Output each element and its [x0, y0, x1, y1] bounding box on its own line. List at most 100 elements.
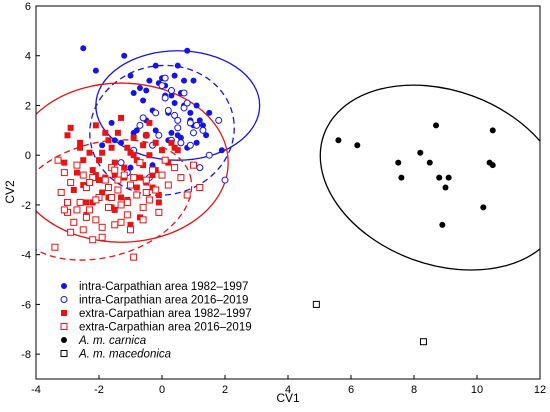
data-point — [199, 126, 207, 134]
x-tick-label: 10 — [471, 384, 483, 396]
data-point — [111, 221, 119, 229]
data-point — [155, 131, 163, 139]
y-tick-label: 0 — [25, 150, 31, 162]
data-point — [186, 119, 194, 127]
data-point — [124, 144, 131, 151]
data-point — [70, 218, 78, 226]
data-point — [127, 221, 134, 228]
y-axis-label: CV2 — [3, 180, 17, 204]
data-point — [82, 213, 90, 221]
x-axis-label: CV1 — [276, 391, 300, 405]
data-point — [152, 139, 159, 146]
data-point — [186, 141, 194, 149]
data-point — [215, 116, 223, 124]
data-point — [199, 122, 206, 129]
data-point — [130, 134, 137, 141]
data-point — [149, 172, 156, 179]
data-point — [130, 174, 138, 182]
data-point — [146, 77, 153, 84]
data-point — [79, 171, 87, 179]
data-point — [184, 47, 191, 54]
data-point — [80, 157, 87, 164]
y-tick-label: 2 — [25, 100, 31, 112]
data-point — [102, 129, 109, 136]
data-point — [159, 147, 165, 154]
y-tick-label: -6 — [21, 299, 31, 311]
data-point — [152, 109, 160, 117]
data-point — [433, 122, 440, 129]
data-point — [98, 233, 106, 241]
y-axis: -8 -6 -4 -2 0 2 4 6 — [21, 1, 40, 361]
data-point — [101, 176, 109, 184]
data-point — [80, 45, 87, 52]
data-point — [143, 87, 150, 94]
data-point — [67, 228, 75, 236]
data-point — [89, 167, 96, 174]
data-point — [171, 164, 179, 172]
data-point — [190, 129, 197, 137]
legend-label: A. m. macedonica — [78, 349, 171, 361]
data-point — [133, 191, 141, 199]
data-point — [127, 226, 134, 234]
data-point — [123, 198, 131, 206]
legend: intra-Carpathian area 1982–1997 intra-Car… — [60, 281, 252, 361]
data-point — [136, 159, 144, 167]
data-point — [120, 171, 128, 179]
data-point — [117, 201, 125, 209]
data-point — [60, 206, 68, 214]
data-point — [174, 62, 181, 69]
data-point — [174, 132, 181, 139]
data-point — [177, 174, 185, 182]
data-point — [146, 119, 153, 126]
data-points — [51, 45, 496, 346]
data-point — [130, 253, 138, 261]
data-point — [111, 159, 118, 166]
data-point — [86, 149, 93, 156]
data-point — [312, 300, 320, 308]
legend-label: extra-Carpathian area 2016–2019 — [79, 322, 252, 334]
data-point — [133, 184, 140, 191]
data-point — [139, 203, 147, 211]
data-point — [142, 176, 150, 184]
data-point — [77, 144, 84, 151]
data-point — [123, 211, 131, 219]
data-point — [196, 184, 204, 192]
legend-marker — [61, 310, 67, 316]
data-point — [489, 162, 496, 169]
data-point — [108, 119, 115, 126]
data-point — [183, 191, 191, 199]
data-point — [139, 114, 147, 122]
data-point — [61, 159, 68, 166]
data-point — [139, 216, 147, 224]
data-point — [149, 166, 157, 174]
data-point — [136, 85, 143, 92]
data-point — [54, 156, 62, 164]
data-point — [203, 132, 210, 139]
data-point — [51, 243, 59, 251]
data-point — [114, 186, 122, 194]
data-point — [398, 174, 405, 181]
data-point — [171, 144, 178, 151]
data-point — [180, 104, 188, 112]
confidence-ellipses — [36, 50, 540, 271]
data-point — [127, 164, 134, 171]
legend-marker — [60, 350, 68, 357]
data-point — [136, 121, 144, 129]
data-point — [183, 99, 191, 107]
data-point — [111, 206, 118, 213]
data-point — [155, 208, 163, 216]
data-point — [114, 129, 121, 136]
data-point — [130, 152, 137, 159]
data-point — [99, 149, 106, 156]
data-point — [174, 124, 182, 132]
y-tick-label: 6 — [25, 1, 31, 13]
data-point — [180, 89, 188, 97]
data-point — [190, 161, 197, 169]
data-point — [419, 338, 427, 346]
data-point — [146, 152, 153, 159]
data-point — [206, 109, 213, 116]
data-point — [164, 106, 172, 114]
data-point — [193, 139, 200, 146]
data-point — [442, 184, 449, 191]
